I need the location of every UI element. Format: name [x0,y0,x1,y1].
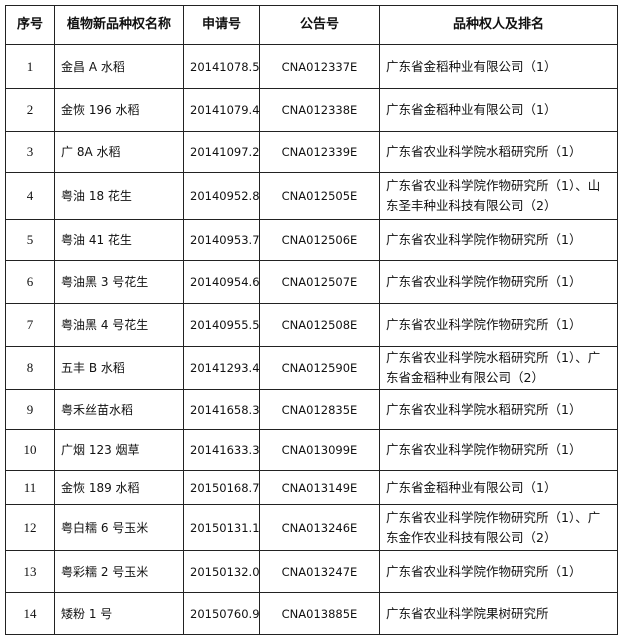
row-number: 7 [5,303,55,347]
row-number: 4 [5,172,55,220]
application-number: 20141633.3 [183,429,260,471]
variety-name: 粤彩糯 2 号玉米 [54,550,184,593]
variety-name: 金恢 196 水稻 [54,88,184,132]
application-number: 20150131.1 [183,504,260,551]
application-number: 20141097.2 [183,131,260,173]
publication-number: CNA012505E [259,172,380,220]
table-row: 2 金恢 196 水稻 20141079.4 CNA012338E 广东省金稻种业有限公… [5,88,618,132]
variety-name: 粤油 41 花生 [54,219,184,261]
owner-ranking: 广东省农业科学院作物研究所（1） [379,219,618,261]
owner-ranking: 广东省农业科学院作物研究所（1） [379,260,618,304]
variety-name: 粤油黑 4 号花生 [54,303,184,347]
owner-ranking: 广东省农业科学院作物研究所（1） [379,303,618,347]
application-number: 20141078.5 [183,44,260,89]
publication-number: CNA013885E [259,592,380,635]
row-number: 8 [5,346,55,390]
owner-ranking: 广东省农业科学院水稻研究所（1）、广东省金稻种业有限公司（2） [379,346,618,390]
publication-number: CNA012507E [259,260,380,304]
application-number: 20141658.3 [183,389,260,430]
header-publication-no: 公告号 [259,5,380,45]
table-row: 11 金恢 189 水稻 20150168.7 CNA013149E 广东省金稻种业有限… [5,470,618,505]
variety-name: 粤油 18 花生 [54,172,184,220]
table-row: 12 粤白糯 6 号玉米 20150131.1 CNA013246E 广东省农业科学院作… [5,504,618,551]
table-row: 1 金昌 A 水稻 20141078.5 CNA012337E 广东省金稻种业有限公司（… [5,44,618,89]
variety-name: 广烟 123 烟草 [54,429,184,471]
row-number: 2 [5,88,55,132]
variety-name: 金昌 A 水稻 [54,44,184,89]
publication-number: CNA012339E [259,131,380,173]
publication-number: CNA013149E [259,470,380,505]
application-number: 20140955.5 [183,303,260,347]
application-number: 20150168.7 [183,470,260,505]
owner-ranking: 广东省农业科学院作物研究所（1） [379,429,618,471]
owner-ranking: 广东省农业科学院果树研究所 [379,592,618,635]
row-number: 6 [5,260,55,304]
table-row: 7 粤油黑 4 号花生 20140955.5 CNA012508E 广东省农业科学院作物… [5,303,618,347]
application-number: 20140952.8 [183,172,260,220]
publication-number: CNA013247E [259,550,380,593]
row-number: 14 [5,592,55,635]
header-row: 序号 植物新品种权名称 申请号 公告号 品种权人及排名 [5,5,618,45]
variety-name: 五丰 B 水稻 [54,346,184,390]
application-number: 20141293.4 [183,346,260,390]
variety-rights-table: 序号 植物新品种权名称 申请号 公告号 品种权人及排名 1 金昌 A 水稻 2014… [5,5,618,635]
application-number: 20150760.9 [183,592,260,635]
header-name: 植物新品种权名称 [54,5,184,45]
variety-name: 广 8A 水稻 [54,131,184,173]
application-number: 20150132.0 [183,550,260,593]
variety-name: 矮粉 1 号 [54,592,184,635]
owner-ranking: 广东省金稻种业有限公司（1） [379,44,618,89]
row-number: 11 [5,470,55,505]
row-number: 13 [5,550,55,593]
row-number: 10 [5,429,55,471]
publication-number: CNA012506E [259,219,380,261]
row-number: 5 [5,219,55,261]
application-number: 20141079.4 [183,88,260,132]
owner-ranking: 广东省农业科学院作物研究所（1）、广东金作农业科技有限公司（2） [379,504,618,551]
row-number: 9 [5,389,55,430]
owner-ranking: 广东省农业科学院作物研究所（1）、山东圣丰种业科技有限公司（2） [379,172,618,220]
owner-ranking: 广东省金稻种业有限公司（1） [379,88,618,132]
publication-number: CNA012508E [259,303,380,347]
application-number: 20140954.6 [183,260,260,304]
row-number: 1 [5,44,55,89]
owner-ranking: 广东省农业科学院水稻研究所（1） [379,131,618,173]
publication-number: CNA012590E [259,346,380,390]
publication-number: CNA012835E [259,389,380,430]
header-owner: 品种权人及排名 [379,5,618,45]
owner-ranking: 广东省金稻种业有限公司（1） [379,470,618,505]
header-application-no: 申请号 [183,5,260,45]
variety-name: 粤油黑 3 号花生 [54,260,184,304]
row-number: 3 [5,131,55,173]
owner-ranking: 广东省农业科学院水稻研究所（1） [379,389,618,430]
table-row: 14 矮粉 1 号 20150760.9 CNA013885E 广东省农业科学院果树研究… [5,592,618,635]
publication-number: CNA013246E [259,504,380,551]
variety-name: 粤禾丝苗水稻 [54,389,184,430]
table-row: 4 粤油 18 花生 20140952.8 CNA012505E 广东省农业科学院作物研… [5,172,618,220]
publication-number: CNA013099E [259,429,380,471]
table-row: 6 粤油黑 3 号花生 20140954.6 CNA012507E 广东省农业科学院作物… [5,260,618,304]
variety-name: 金恢 189 水稻 [54,470,184,505]
publication-number: CNA012337E [259,44,380,89]
row-number: 12 [5,504,55,551]
table-row: 13 粤彩糯 2 号玉米 20150132.0 CNA013247E 广东省农业科学院作… [5,550,618,593]
header-no: 序号 [5,5,55,45]
variety-name: 粤白糯 6 号玉米 [54,504,184,551]
table-row: 5 粤油 41 花生 20140953.7 CNA012506E 广东省农业科学院作物研… [5,219,618,261]
table-row: 10 广烟 123 烟草 20141633.3 CNA013099E 广东省农业科学院作… [5,429,618,471]
application-number: 20140953.7 [183,219,260,261]
table-row: 8 五丰 B 水稻 20141293.4 CNA012590E 广东省农业科学院水稻研究… [5,346,618,390]
publication-number: CNA012338E [259,88,380,132]
table-row: 9 粤禾丝苗水稻 20141658.3 CNA012835E 广东省农业科学院水稻研究所… [5,389,618,430]
owner-ranking: 广东省农业科学院作物研究所（1） [379,550,618,593]
